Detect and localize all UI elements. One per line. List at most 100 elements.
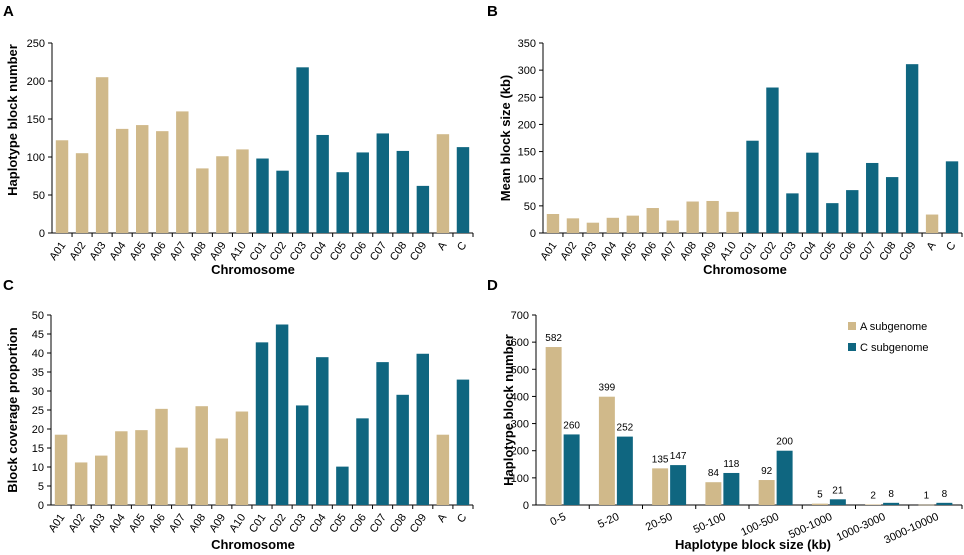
bar-c-A10 — [235, 411, 249, 505]
panel-b-xtick-label: A03 — [578, 240, 599, 263]
panel-c-xtick-label: A08 — [187, 512, 208, 535]
panel-b-xtick-label: C07 — [857, 240, 878, 263]
bar-b-A03 — [586, 222, 600, 233]
panel-c-xtick-label: A06 — [147, 512, 168, 535]
panel-b-xtick-label: C — [944, 240, 958, 253]
bar-a-A07 — [176, 111, 189, 233]
bar-c-C07 — [376, 362, 389, 505]
bar-d-a-0-5 — [545, 347, 562, 505]
panel-b-ytick-label: 150 — [518, 147, 536, 159]
panel-a-x-axis: A01A02A03A04A05A06A07A08A09A10C01C02C03C… — [47, 233, 474, 263]
bar-b-C03 — [786, 193, 799, 233]
bar-a-A05 — [135, 125, 149, 233]
bar-a-A06 — [156, 131, 169, 233]
data-label-d-a-3000-10000: 1 — [924, 491, 930, 502]
panel-a-xtick-label: A07 — [168, 240, 189, 263]
bar-a-C06 — [356, 152, 369, 233]
bar-c-A05 — [135, 430, 148, 505]
panel-b-xtick-label: C08 — [877, 240, 898, 263]
bar-d-c-500-1000 — [829, 499, 846, 505]
panel-b-xtick-label: C06 — [837, 240, 858, 263]
panel-b-xtick-label: A02 — [558, 240, 579, 263]
panel-c-xtick-label: C06 — [348, 512, 369, 535]
data-label-d-a-500-1000: 5 — [817, 490, 823, 501]
bar-a-A10 — [236, 149, 249, 233]
panel-b-xtick-label: C05 — [817, 240, 838, 263]
bar-b-A02 — [566, 218, 580, 233]
bar-c-C02 — [275, 324, 289, 505]
panel-c-xtick-label: A01 — [46, 512, 67, 535]
panel-c-xtick-label: A — [435, 511, 449, 524]
panel-a-xtick-label: A08 — [188, 240, 209, 263]
panel-d-ytick-label: 100 — [511, 473, 529, 485]
panel-a-bars — [55, 67, 470, 233]
bar-c-A04 — [115, 431, 128, 505]
panel-letter-c: C — [3, 277, 14, 294]
bar-b-A10 — [726, 211, 739, 233]
panel-d-ytick-label: 200 — [511, 446, 529, 458]
panel-a-ytick-label: 0 — [39, 228, 45, 240]
panel-d-xtick-label: 3000-10000 — [882, 511, 940, 547]
bar-a-C05 — [336, 172, 349, 233]
panel-a-xtick-label: C02 — [268, 240, 289, 263]
panel-b-xtick-label: C09 — [897, 240, 918, 263]
panel-a-xtick-label: A05 — [128, 240, 149, 263]
panel-c-xtick-label: C — [455, 512, 469, 525]
panel-c-xtick-label: A02 — [67, 512, 88, 535]
bar-d-a-20-50 — [652, 468, 669, 505]
bar-a-C03 — [296, 67, 309, 233]
bar-c-C — [456, 379, 470, 505]
panel-c-xtick-label: C05 — [327, 512, 348, 535]
data-label-d-a-5-20: 399 — [599, 383, 616, 394]
panel-d-ylabel: Haplotype block number — [501, 334, 516, 486]
panel-b-xtick-label: C01 — [738, 240, 759, 263]
bar-c-A03 — [95, 455, 108, 505]
panel-a-ylabel: Haplotype block number — [5, 44, 20, 196]
bar-c-C09 — [416, 353, 429, 505]
panel-letter-a: A — [3, 3, 14, 20]
panel-b-xtick-label: A09 — [698, 240, 719, 263]
bar-a-C01 — [256, 158, 269, 233]
panel-a-xtick-label: C01 — [248, 240, 269, 263]
panel-a-xtick-label: A — [435, 239, 449, 252]
panel-d-xtick-label: 1000-3000 — [835, 511, 888, 544]
panel-d-xtick-label: 50-100 — [692, 511, 728, 536]
bar-d-c-20-50 — [670, 465, 687, 505]
panel-b-x-axis: A01A02A03A04A05A06A07A08A09A10C01C02C03C… — [538, 233, 963, 263]
panel-b-xtick-label: A05 — [618, 240, 639, 263]
panel-c-xtick-label: C02 — [267, 512, 288, 535]
bar-d-c-0-5 — [563, 434, 580, 505]
bar-c-C06 — [356, 418, 369, 505]
panel-a-ytick-label: 150 — [27, 114, 45, 126]
panel-d: D Haplotype block number Haplotype block… — [487, 277, 963, 552]
bar-b-C06 — [846, 190, 859, 233]
panel-b-xtick-label: A06 — [638, 240, 659, 263]
data-label-d-c-50-100: 118 — [723, 459, 739, 470]
bar-d-a-1000-3000 — [865, 504, 882, 505]
panel-c-xlabel: Chromosome — [211, 537, 295, 552]
panel-b-bars — [546, 64, 959, 234]
panel-c-xtick-label: A05 — [127, 512, 148, 535]
bar-c-A09 — [215, 438, 229, 505]
panel-c-xtick-label: C09 — [408, 512, 429, 535]
bar-c-C01 — [255, 342, 269, 505]
bar-d-c-100-500 — [776, 450, 793, 505]
panel-d-ytick-label: 300 — [511, 419, 529, 431]
bar-c-A01 — [54, 434, 68, 505]
bar-c-A — [436, 434, 450, 505]
bar-b-C09 — [905, 64, 919, 234]
bar-b-A01 — [546, 214, 560, 233]
legend-swatch-a — [848, 322, 856, 330]
panel-c-ytick-label: 10 — [32, 462, 44, 474]
panel-b-ytick-label: 50 — [524, 201, 536, 213]
panel-b-ylabel: Mean block size (kb) — [498, 75, 513, 201]
bar-c-C03 — [295, 405, 309, 505]
bar-d-c-3000-10000 — [936, 502, 953, 505]
bar-a-C02 — [276, 170, 289, 233]
panel-d-ytick-label: 700 — [511, 310, 529, 322]
bar-c-A08 — [195, 406, 208, 505]
bar-a-C — [456, 147, 470, 233]
bar-b-C01 — [746, 140, 759, 233]
panel-a: A Haplotype block number Chromosome 0 50 1… — [3, 3, 474, 277]
bar-b-A04 — [606, 217, 620, 233]
